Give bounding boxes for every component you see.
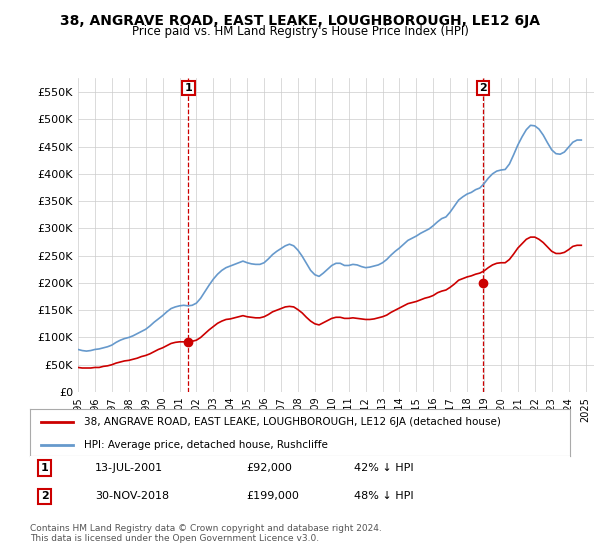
Text: 1: 1: [185, 83, 193, 93]
Text: £92,000: £92,000: [246, 463, 292, 473]
Text: 2: 2: [41, 491, 49, 501]
Text: HPI: Average price, detached house, Rushcliffe: HPI: Average price, detached house, Rush…: [84, 440, 328, 450]
Text: Contains HM Land Registry data © Crown copyright and database right 2024.
This d: Contains HM Land Registry data © Crown c…: [30, 524, 382, 543]
Text: 48% ↓ HPI: 48% ↓ HPI: [354, 491, 413, 501]
Text: 30-NOV-2018: 30-NOV-2018: [95, 491, 169, 501]
Text: Price paid vs. HM Land Registry's House Price Index (HPI): Price paid vs. HM Land Registry's House …: [131, 25, 469, 38]
Text: 38, ANGRAVE ROAD, EAST LEAKE, LOUGHBOROUGH, LE12 6JA (detached house): 38, ANGRAVE ROAD, EAST LEAKE, LOUGHBOROU…: [84, 417, 501, 427]
Text: 42% ↓ HPI: 42% ↓ HPI: [354, 463, 413, 473]
Text: 13-JUL-2001: 13-JUL-2001: [95, 463, 163, 473]
Text: 1: 1: [41, 463, 49, 473]
Text: 38, ANGRAVE ROAD, EAST LEAKE, LOUGHBOROUGH, LE12 6JA: 38, ANGRAVE ROAD, EAST LEAKE, LOUGHBOROU…: [60, 14, 540, 28]
Text: £199,000: £199,000: [246, 491, 299, 501]
Text: 2: 2: [479, 83, 487, 93]
